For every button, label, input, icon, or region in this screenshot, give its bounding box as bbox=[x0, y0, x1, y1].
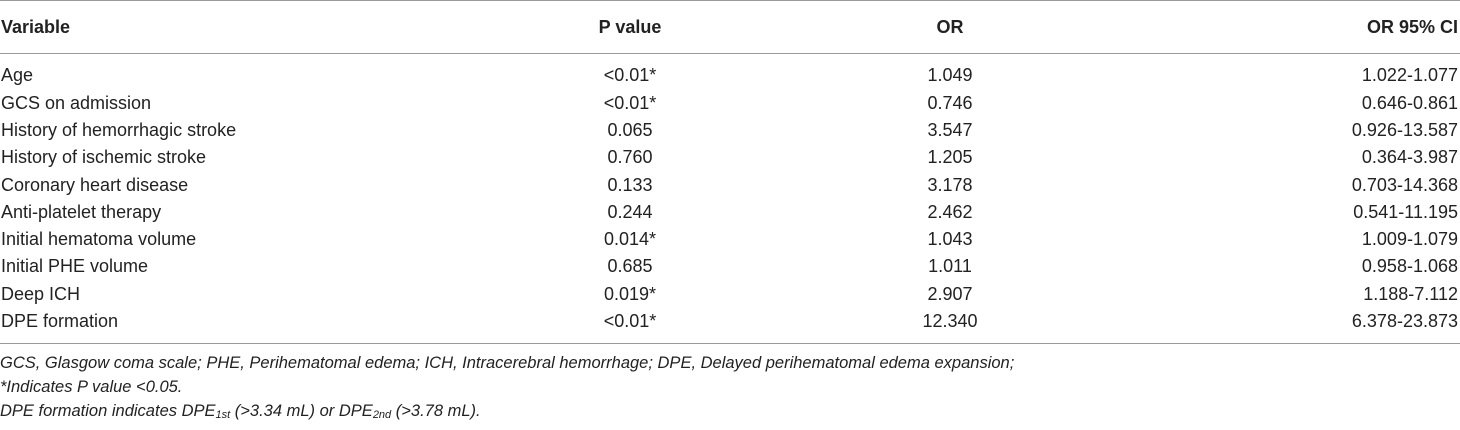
cell-p-value: 0.244 bbox=[607, 201, 653, 222]
table-row: GCS on admission <0.01* 0.746 0.646-0.86… bbox=[0, 90, 1460, 117]
cell-or-ci: 1.188-7.112 bbox=[1363, 283, 1458, 304]
cell-or-ci: 1.009-1.079 bbox=[1361, 229, 1458, 250]
cell-or-ci: 6.378-23.873 bbox=[1120, 307, 1460, 345]
table-row: History of hemorrhagic stroke 0.065 3.54… bbox=[0, 117, 1460, 144]
cell-variable: Age bbox=[1, 65, 34, 86]
table-row: History of ischemic stroke 0.760 1.205 0… bbox=[0, 144, 1460, 171]
cell-or: 1.049 bbox=[927, 65, 973, 86]
header-p-value: P value bbox=[480, 0, 780, 54]
cell-or: 1.043 bbox=[927, 229, 973, 250]
table-header: Variable P value OR OR 95% CI bbox=[0, 0, 1460, 54]
header-or-ci: OR 95% CI bbox=[1120, 0, 1460, 54]
footnote-dpe-subscript-2nd: 2nd bbox=[372, 409, 392, 422]
cell-or-ci: 0.926-13.587 bbox=[1351, 119, 1458, 140]
cell-variable: History of hemorrhagic stroke bbox=[1, 119, 237, 140]
cell-variable: Initial hematoma volume bbox=[1, 229, 197, 250]
cell-variable: GCS on admission bbox=[1, 92, 152, 113]
cell-or-ci: 1.022-1.077 bbox=[1361, 65, 1458, 86]
footnote-dpe-subscript-1st: 1st bbox=[215, 409, 231, 422]
cell-p-value: <0.01* bbox=[603, 65, 657, 86]
cell-p-value: 0.014* bbox=[603, 229, 657, 250]
cell-variable: DPE formation bbox=[0, 307, 480, 345]
cell-or: 1.011 bbox=[928, 256, 972, 277]
table-row: Initial hematoma volume 0.014* 1.043 1.0… bbox=[0, 226, 1460, 253]
table-row: DPE formation <0.01* 12.340 6.378-23.873 bbox=[0, 307, 1460, 345]
cell-or: 1.205 bbox=[927, 147, 973, 168]
cell-or: 3.178 bbox=[927, 174, 973, 195]
cell-or-ci: 0.703-14.368 bbox=[1351, 174, 1458, 195]
footnote-dpe-middle: (>3.34 mL) or DPE bbox=[230, 402, 373, 421]
cell-variable: Anti-platelet therapy bbox=[1, 201, 162, 222]
header-variable: Variable bbox=[0, 0, 480, 54]
footnote-dpe-suffix: (>3.78 mL). bbox=[391, 402, 481, 421]
table-row: Deep ICH 0.019* 2.907 1.188-7.112 bbox=[0, 281, 1460, 308]
table-row: Age <0.01* 1.049 1.022-1.077 bbox=[0, 54, 1460, 90]
cell-or-ci: 0.646-0.861 bbox=[1361, 92, 1458, 113]
cell-or: 2.462 bbox=[927, 201, 973, 222]
results-table: Variable P value OR OR 95% CI Age <0.01*… bbox=[0, 0, 1460, 345]
cell-or: 12.340 bbox=[780, 307, 1120, 345]
cell-p-value: <0.01* bbox=[480, 307, 780, 345]
cell-p-value: 0.760 bbox=[607, 147, 653, 168]
footnote-dpe-definition: DPE formation indicates DPE1st (>3.34 mL… bbox=[0, 399, 1460, 423]
cell-or-ci: 0.541-11.195 bbox=[1353, 201, 1458, 222]
header-row: Variable P value OR OR 95% CI bbox=[0, 0, 1460, 54]
cell-variable: History of ischemic stroke bbox=[1, 147, 207, 168]
cell-or: 3.547 bbox=[927, 119, 973, 140]
cell-p-value: 0.685 bbox=[607, 256, 653, 277]
footnote-significance: *Indicates P value <0.05. bbox=[0, 378, 183, 397]
cell-p-value: 0.019* bbox=[603, 283, 657, 304]
table-row: Coronary heart disease 0.133 3.178 0.703… bbox=[0, 171, 1460, 198]
cell-or: 0.746 bbox=[927, 92, 973, 113]
table-row: Anti-platelet therapy 0.244 2.462 0.541-… bbox=[0, 199, 1460, 226]
cell-or: 2.907 bbox=[927, 283, 973, 304]
table-row: Initial PHE volume 0.685 1.011 0.958-1.0… bbox=[0, 253, 1460, 280]
cell-variable: Coronary heart disease bbox=[1, 174, 189, 195]
header-or: OR bbox=[780, 0, 1120, 54]
cell-p-value: <0.01* bbox=[603, 92, 657, 113]
cell-or-ci: 0.958-1.068 bbox=[1361, 256, 1458, 277]
cell-p-value: 0.065 bbox=[607, 119, 653, 140]
cell-variable: Deep ICH bbox=[1, 283, 81, 304]
footnote-dpe-prefix: DPE formation indicates DPE bbox=[0, 402, 216, 421]
cell-or-ci: 0.364-3.987 bbox=[1361, 147, 1458, 168]
cell-p-value: 0.133 bbox=[607, 174, 653, 195]
table-footnotes: GCS, Glasgow coma scale; PHE, Perihemato… bbox=[0, 351, 1460, 423]
footnote-abbreviations: GCS, Glasgow coma scale; PHE, Perihemato… bbox=[0, 354, 1015, 373]
cell-variable: Initial PHE volume bbox=[1, 256, 149, 277]
table-body: Age <0.01* 1.049 1.022-1.077 GCS on admi… bbox=[0, 54, 1460, 345]
